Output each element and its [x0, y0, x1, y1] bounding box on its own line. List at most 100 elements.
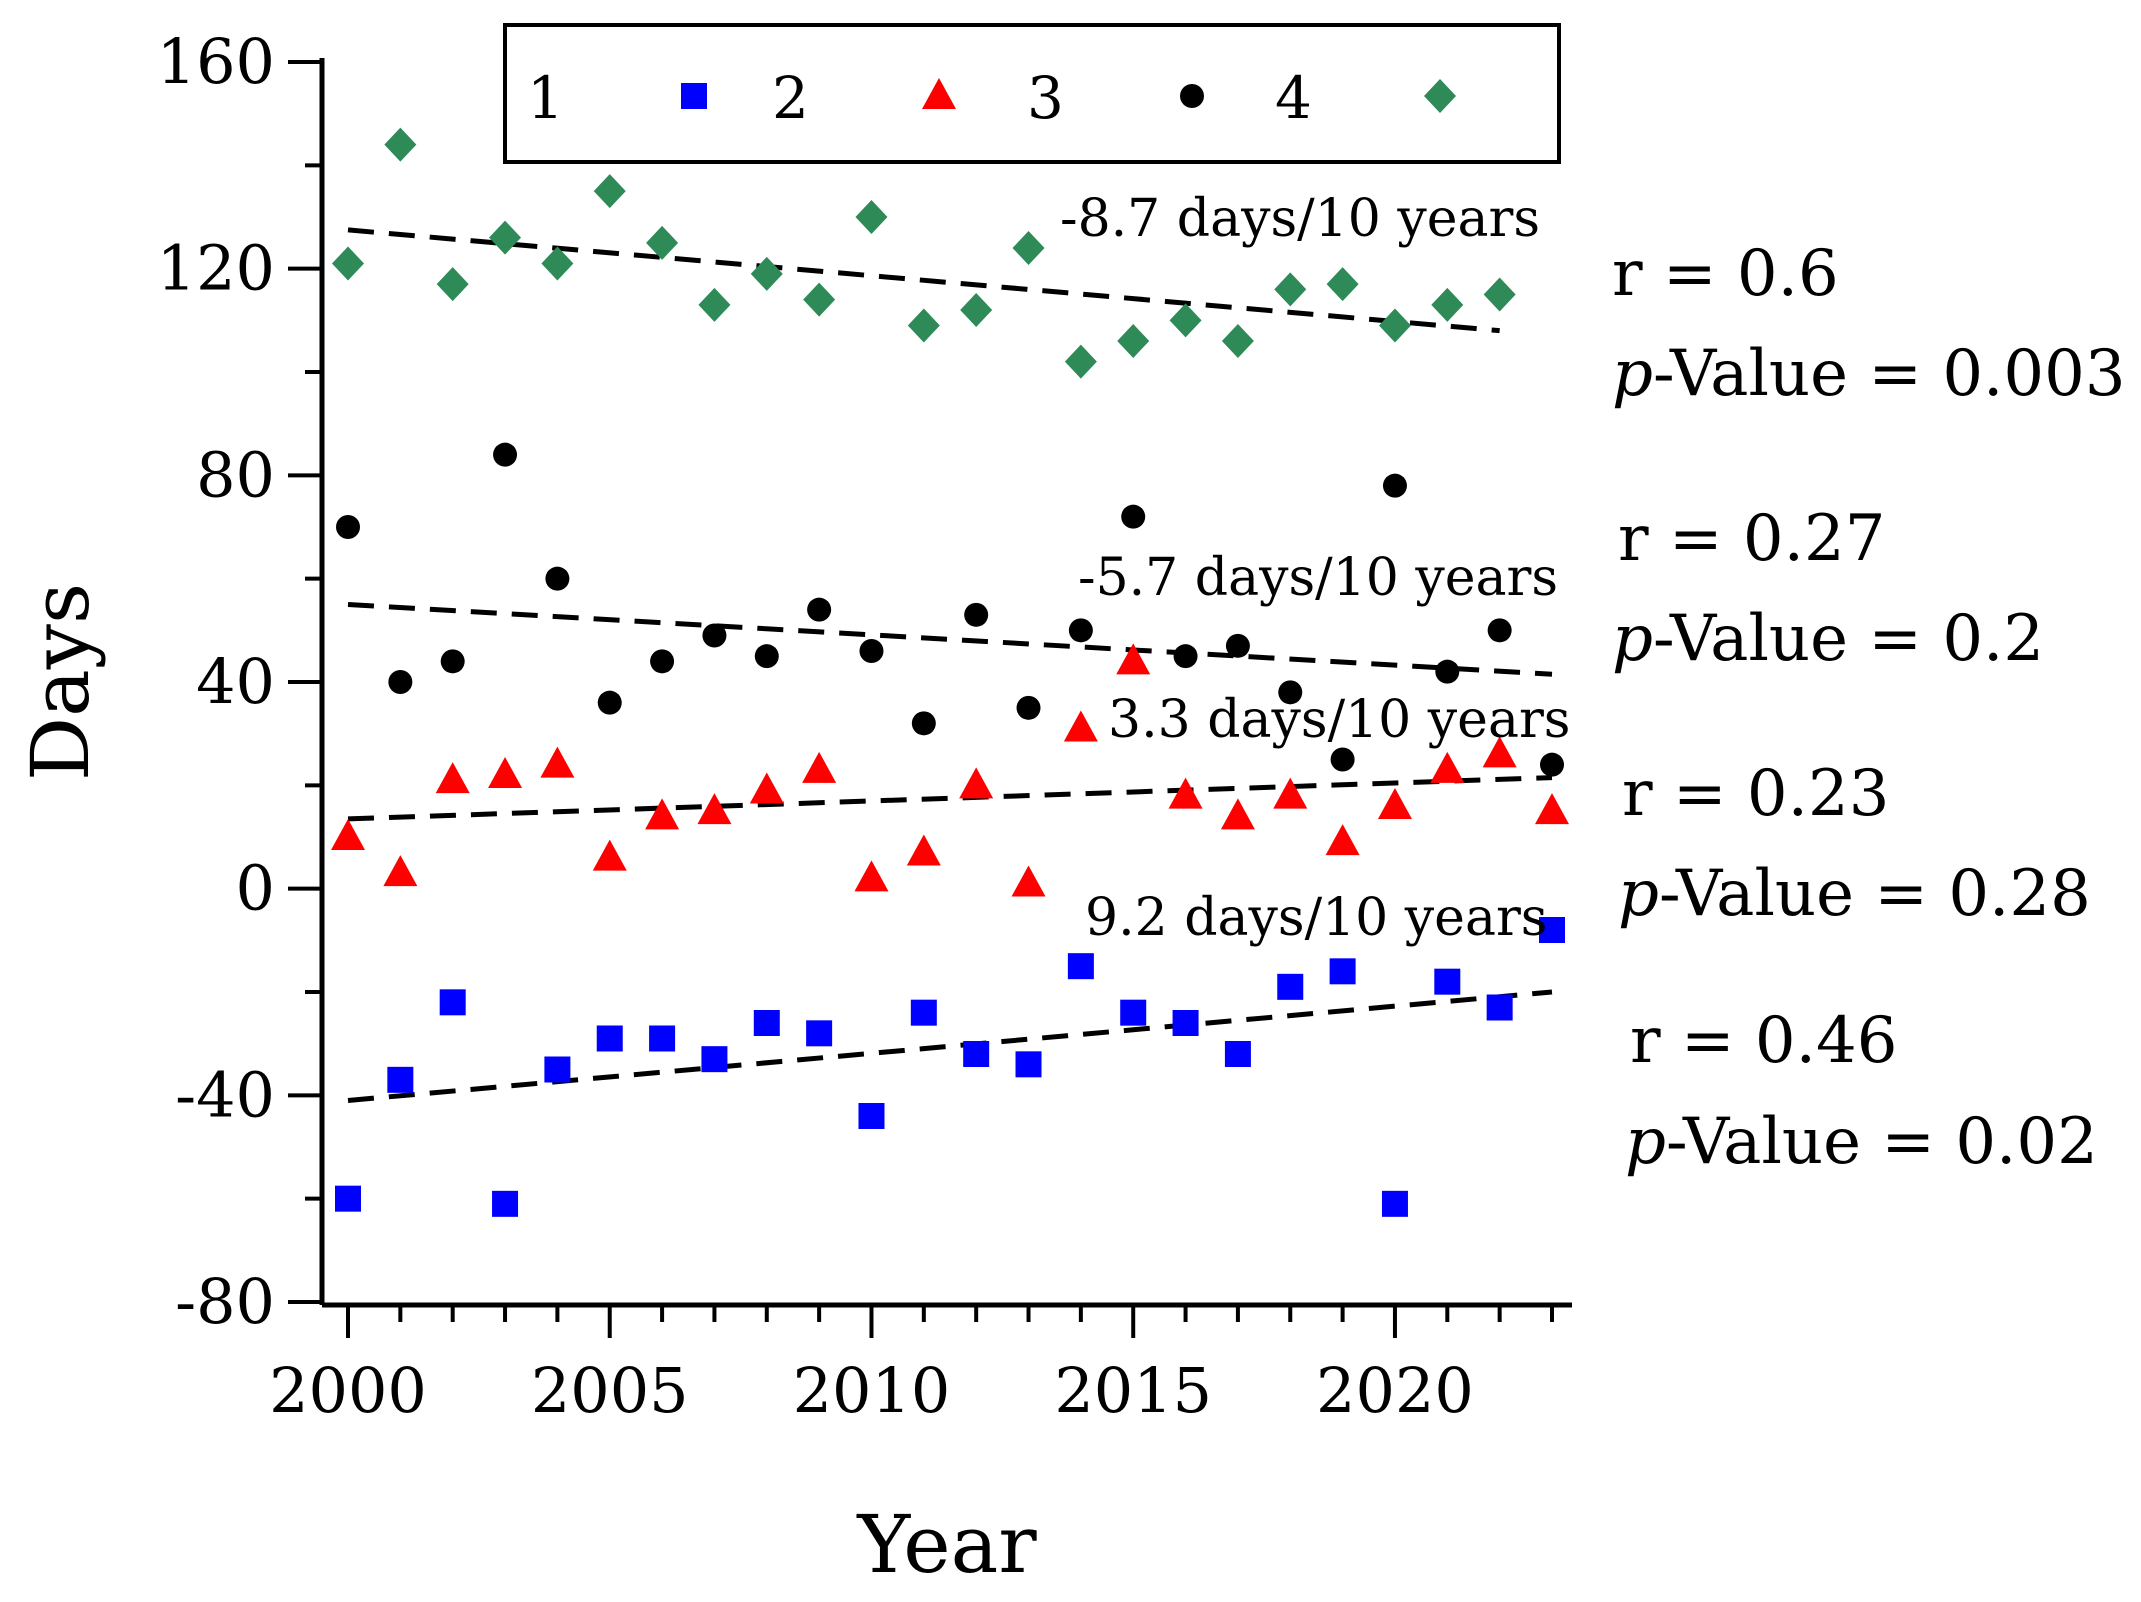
point-series-2: [1325, 824, 1360, 856]
point-series-3: [1016, 695, 1041, 720]
trend-label-series-2: 3.3 days/10 years: [1108, 690, 1571, 750]
point-series-1: [1120, 999, 1147, 1026]
point-series-3: [1382, 473, 1407, 498]
point-series-1: [910, 999, 937, 1026]
r-value-series-2: r = 0.23: [1622, 757, 1889, 831]
point-series-1: [1434, 968, 1461, 995]
point-series-4: [855, 200, 888, 234]
y-tick-label: 40: [196, 645, 275, 718]
point-series-1: [1015, 1051, 1042, 1078]
point-series-1: [387, 1066, 414, 1093]
x-tick-label: 2005: [531, 1354, 689, 1427]
point-series-4: [698, 287, 731, 322]
p-symbol: p: [1618, 857, 1659, 931]
trend-label-series-4: -8.7 days/10 years: [1060, 189, 1540, 249]
point-series-2: [1168, 777, 1203, 809]
point-series-4: [384, 127, 417, 162]
point-series-3: [1540, 752, 1564, 777]
point-series-2: [1273, 777, 1308, 809]
point-series-3: [388, 670, 413, 694]
y-axis-title: Days: [14, 583, 107, 781]
point-series-2: [1220, 798, 1255, 830]
point-series-2: [1011, 865, 1046, 897]
point-series-4: [1169, 303, 1202, 338]
point-series-2: [645, 798, 680, 830]
point-series-1: [963, 1041, 990, 1067]
point-series-3: [493, 442, 518, 467]
r-value-series-1: r = 0.46: [1630, 1004, 1897, 1078]
trend-label-series-1: 9.2 days/10 years: [1085, 888, 1548, 948]
point-series-1: [544, 1056, 571, 1083]
p-value-prefix: -Value =: [1666, 1105, 1955, 1179]
legend: 1 2 3 4: [503, 23, 1561, 164]
point-series-2: [854, 860, 889, 892]
point-series-2: [488, 757, 523, 788]
point-series-2: [959, 767, 994, 799]
point-series-2: [802, 751, 837, 783]
legend-marker-series-2: [922, 78, 956, 109]
point-series-3: [702, 623, 727, 648]
point-series-3: [650, 649, 675, 674]
y-tick-label: -80: [175, 1265, 275, 1338]
point-series-1: [1539, 917, 1565, 943]
point-series-3: [440, 649, 465, 674]
point-series-4: [1378, 308, 1411, 343]
x-tick-label: 2020: [1316, 1354, 1474, 1427]
point-series-1: [439, 989, 466, 1016]
point-series-1: [701, 1046, 728, 1073]
point-series-1: [1067, 953, 1094, 980]
point-series-2: [697, 793, 732, 825]
point-series-1: [1329, 958, 1356, 985]
trend-label-series-3: -5.7 days/10 years: [1078, 548, 1558, 608]
point-series-1: [858, 1103, 885, 1129]
point-series-2: [435, 762, 470, 794]
point-series-3: [964, 602, 989, 627]
legend-marker-series-3: [1180, 84, 1204, 108]
point-series-2: [1430, 751, 1465, 783]
point-series-1: [1172, 1010, 1199, 1036]
point-series-3: [1173, 644, 1198, 669]
y-ticks: -80 -40 0 40 80 120 160: [157, 25, 322, 1338]
point-series-4: [1274, 272, 1307, 307]
point-series-3: [1225, 633, 1250, 658]
axes: -80 -40 0 40 80 120 160 2000 2005 2010 2015 2020: [157, 25, 1572, 1427]
point-series-2: [906, 834, 941, 866]
point-series-2: [1535, 793, 1569, 825]
legend-label-2: 2: [772, 64, 809, 132]
trend-line-series-1: [347, 989, 1553, 1103]
trend-lines: [347, 227, 1553, 1103]
point-series-3: [1487, 618, 1512, 643]
point-series-4: [1326, 267, 1359, 302]
r-value-series-4: r = 0.6: [1612, 237, 1839, 311]
p-value-number: 0.003: [1942, 337, 2125, 411]
point-series-3: [1278, 680, 1303, 705]
point-series-3: [545, 566, 570, 591]
trend-line-series-3: [347, 602, 1553, 677]
point-series-4: [907, 308, 940, 343]
point-series-4: [803, 282, 836, 317]
point-series-4: [750, 256, 783, 291]
point-series-4: [1431, 287, 1464, 322]
point-series-2: [540, 746, 575, 778]
point-series-4: [646, 225, 679, 260]
point-series-1: [806, 1020, 833, 1047]
legend-markers: [681, 78, 1456, 113]
legend-label-3: 3: [1027, 64, 1064, 132]
p-value-number: 0.28: [1948, 857, 2091, 931]
trend-line-series-2: [347, 775, 1553, 822]
point-series-3: [859, 639, 884, 663]
point-series-3: [807, 597, 832, 622]
point-series-1: [753, 1010, 780, 1036]
point-series-2: [383, 855, 418, 887]
point-series-4: [593, 174, 626, 209]
point-series-2: [1482, 736, 1517, 768]
point-series-3: [1068, 618, 1093, 643]
point-series-1: [1381, 1190, 1408, 1217]
point-series-3: [754, 644, 779, 669]
legend-label-1: 1: [527, 64, 564, 132]
p-symbol: p: [1612, 337, 1653, 411]
point-series-4: [436, 267, 469, 302]
x-tick-label: 2015: [1054, 1354, 1212, 1427]
point-series-3: [1435, 659, 1460, 684]
point-series-4: [489, 220, 522, 255]
